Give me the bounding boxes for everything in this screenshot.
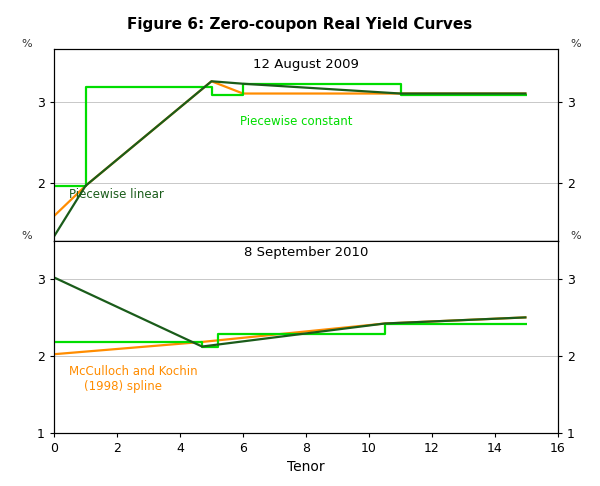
Text: 8 September 2010: 8 September 2010	[244, 246, 368, 260]
Text: Figure 6: Zero-coupon Real Yield Curves: Figure 6: Zero-coupon Real Yield Curves	[127, 17, 473, 32]
Text: McCulloch and Kochin
    (1998) spline: McCulloch and Kochin (1998) spline	[69, 365, 198, 393]
Text: Piecewise linear: Piecewise linear	[69, 189, 164, 201]
Text: %: %	[571, 230, 581, 241]
Text: 12 August 2009: 12 August 2009	[253, 58, 359, 71]
Text: %: %	[571, 38, 581, 49]
Text: %: %	[21, 38, 32, 49]
Text: Piecewise constant: Piecewise constant	[241, 115, 353, 128]
X-axis label: Tenor: Tenor	[287, 460, 325, 474]
Text: %: %	[21, 230, 32, 241]
